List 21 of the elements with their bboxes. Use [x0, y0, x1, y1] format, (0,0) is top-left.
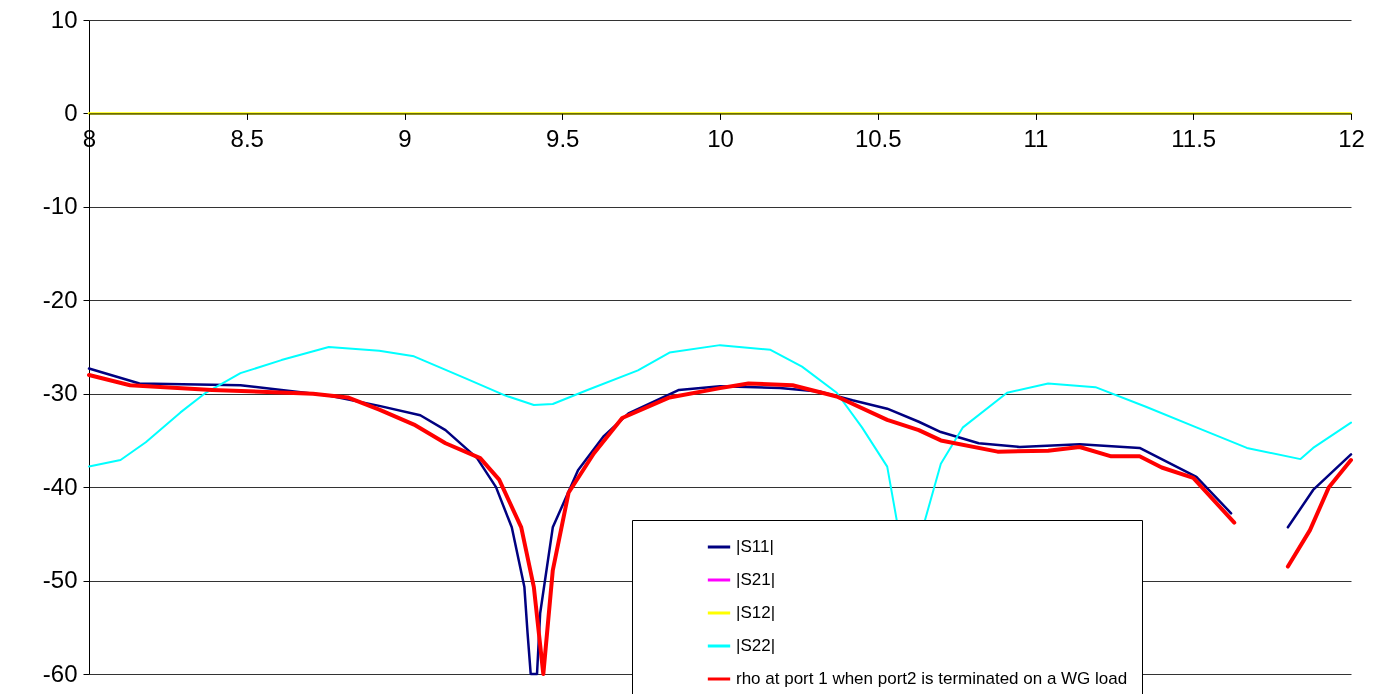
y-tick-label: -10: [42, 192, 78, 220]
x-tick-label: 9: [398, 124, 412, 152]
y-tick-label: 0: [64, 98, 78, 126]
legend-label: |S11|: [736, 537, 774, 556]
x-tick-label: 10.5: [854, 124, 902, 152]
x-tick-label: 12: [1338, 124, 1365, 152]
legend-label: rho at port 1 when port2 is terminated on a WG load: [736, 669, 1128, 688]
y-tick-label: -60: [42, 659, 78, 687]
y-tick-label: -40: [42, 472, 78, 500]
x-tick-label: 8.5: [230, 124, 264, 152]
x-tick-label: 9.5: [546, 124, 580, 152]
x-tick-label: 11: [1023, 124, 1049, 152]
y-tick-label: -30: [42, 379, 78, 407]
y-tick-label: -50: [42, 566, 78, 594]
legend-label: |S21|: [736, 570, 776, 589]
x-tick-label: 11.5: [1171, 124, 1217, 152]
x-tick-label: 10: [707, 124, 734, 152]
y-tick-label: -20: [42, 285, 78, 313]
y-tick-label: 10: [50, 5, 78, 33]
legend-label: |S12|: [736, 603, 776, 622]
legend-label: |S22|: [736, 636, 776, 655]
